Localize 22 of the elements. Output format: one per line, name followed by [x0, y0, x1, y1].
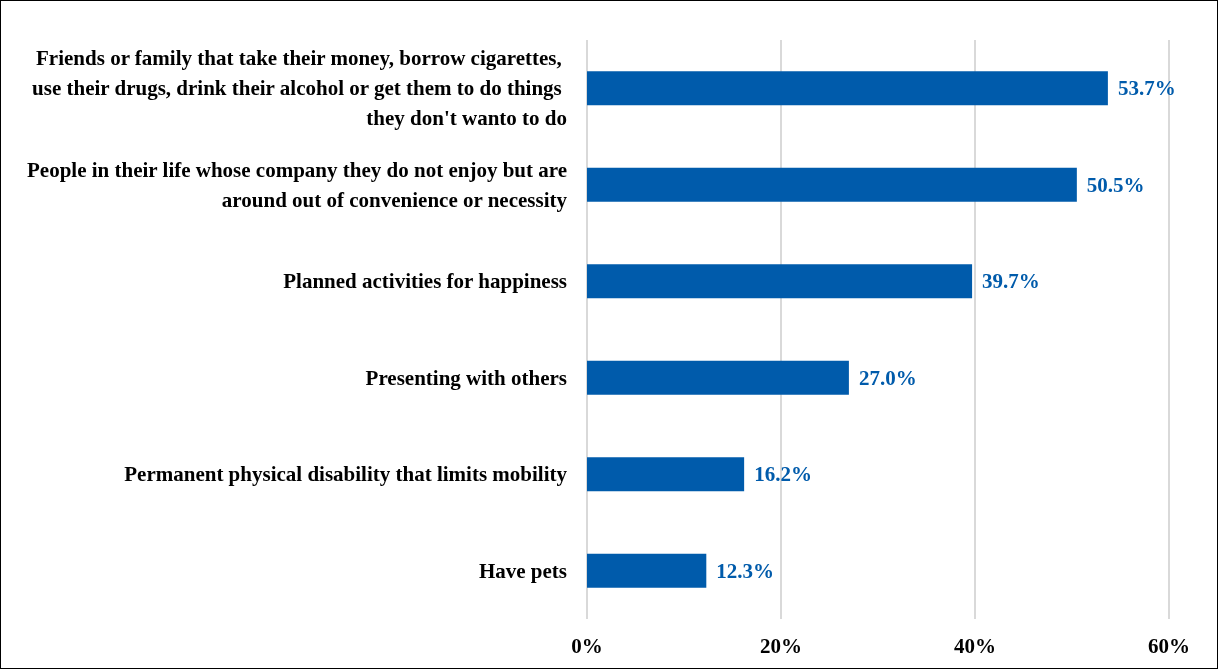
bar: [587, 457, 745, 492]
y-tick-label: People in their life whose company they do not enjoy but are around out of convenience or necessity: [27, 157, 568, 212]
data-label: 39.7%: [982, 269, 1040, 294]
y-tick-label: Have pets: [478, 558, 567, 583]
data-label: 12.3%: [716, 558, 775, 583]
x-tick-label: 60%: [1148, 633, 1190, 658]
x-tick-label: 40%: [954, 633, 996, 658]
y-tick-label: Friends or family that take their money, borrow cigarettes, use their drugs, drink their alcohol or get them to do things they don't wanto to do: [32, 46, 567, 131]
x-tick-label: 20%: [760, 633, 802, 658]
y-tick-label: Permanent physical disability that limits mobility: [124, 462, 568, 487]
data-label: 16.2%: [754, 462, 812, 487]
bar: [587, 167, 1077, 202]
data-label: 27.0%: [858, 365, 917, 390]
bar: [587, 360, 849, 395]
bar: [587, 553, 707, 588]
bar: [587, 71, 1108, 106]
y-tick-label: Presenting with others: [365, 365, 567, 390]
data-label: 50.5%: [1086, 172, 1145, 197]
x-tick-label: 0%: [571, 633, 603, 658]
y-tick-label: Planned activities for happiness: [283, 269, 567, 294]
data-label: 53.7%: [1117, 76, 1176, 101]
bar: [587, 264, 973, 299]
